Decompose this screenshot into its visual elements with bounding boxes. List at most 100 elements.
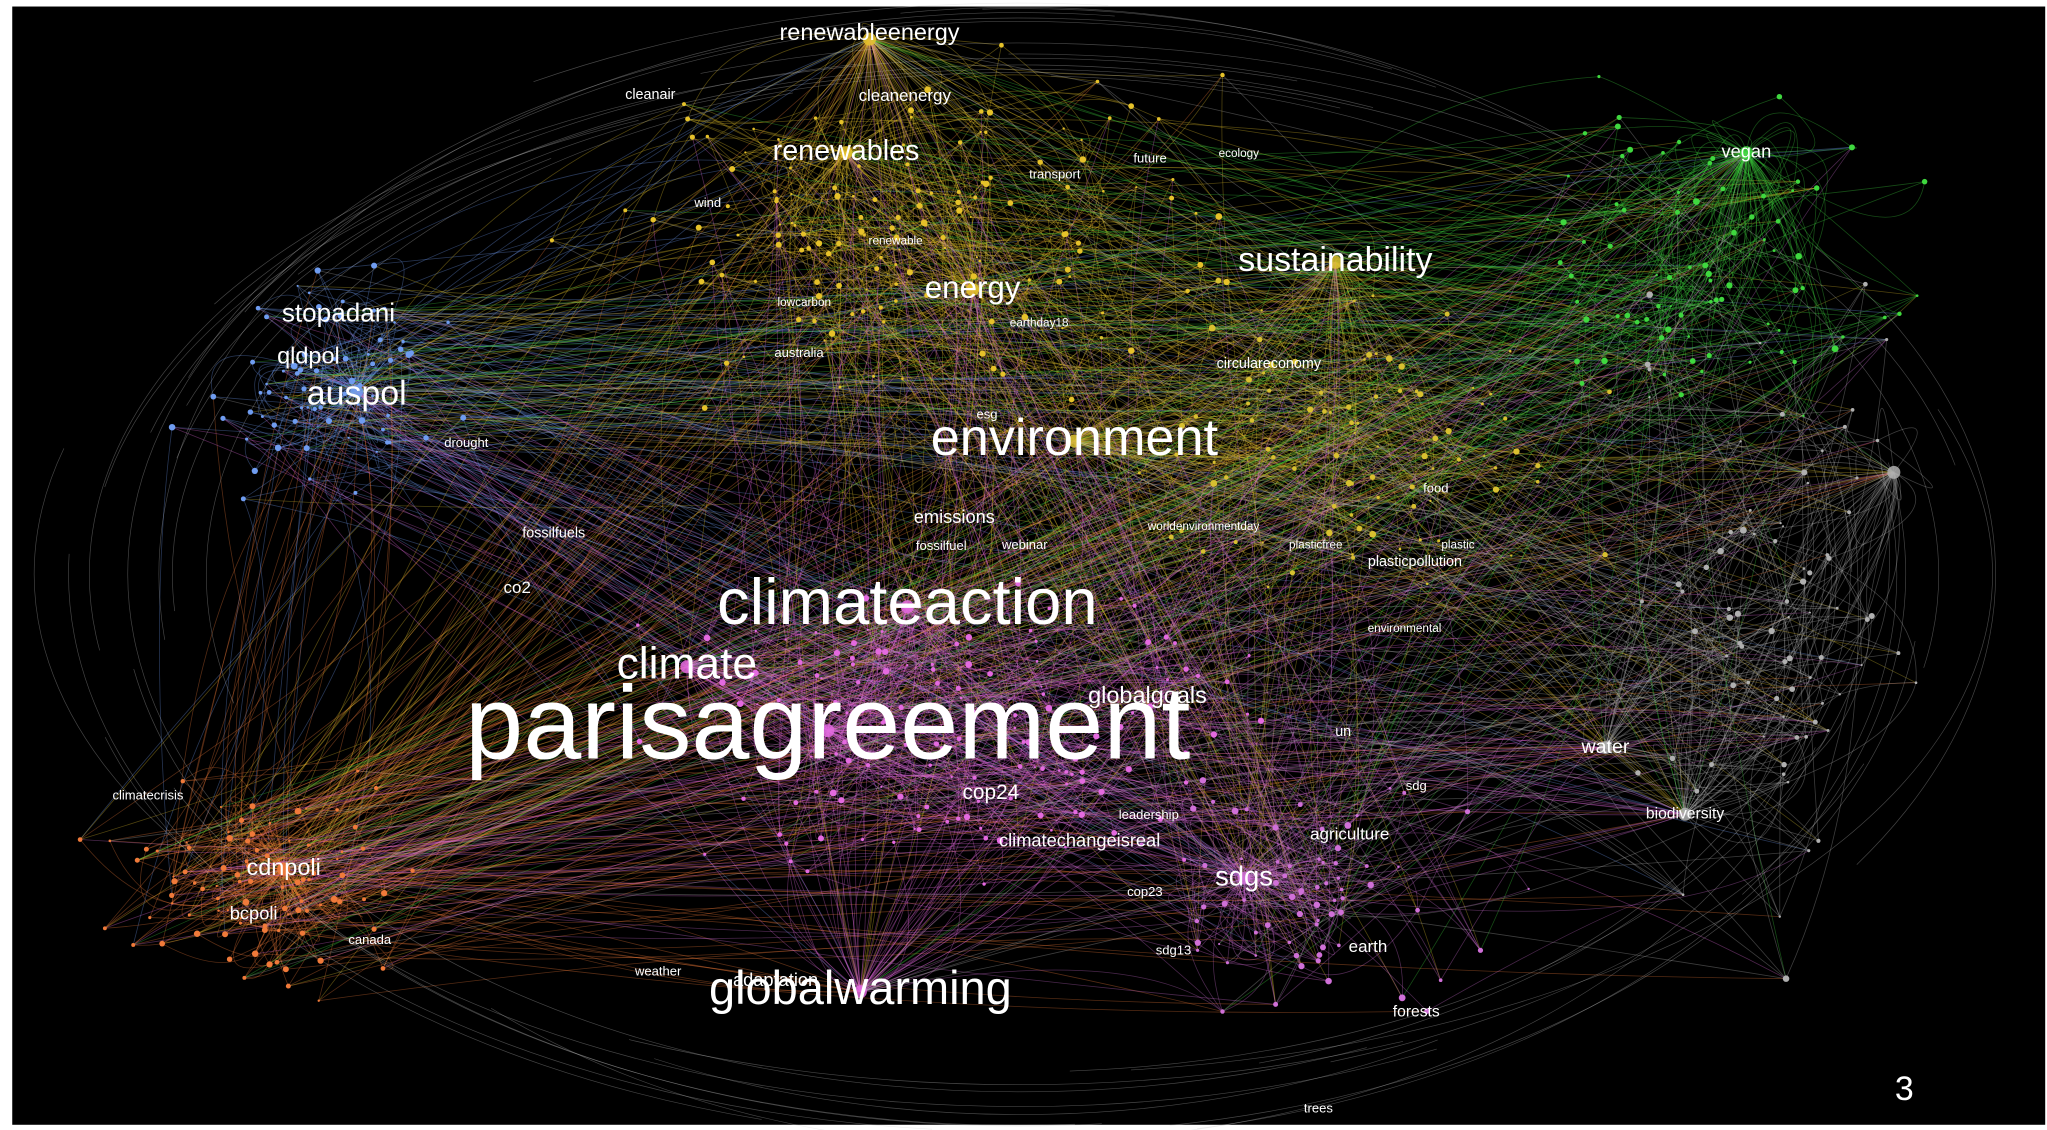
edge bbox=[288, 287, 1803, 915]
edge bbox=[1335, 215, 1585, 263]
edge bbox=[1074, 361, 1296, 442]
edge bbox=[900, 6, 1851, 614]
edge bbox=[857, 818, 959, 992]
edge bbox=[778, 313, 853, 835]
node bbox=[1464, 809, 1471, 815]
node bbox=[1080, 138, 1083, 142]
edge bbox=[1063, 128, 1336, 263]
edge bbox=[1680, 394, 1778, 699]
node bbox=[245, 437, 249, 441]
edge bbox=[355, 492, 688, 668]
edge bbox=[1309, 407, 1350, 884]
edge bbox=[258, 363, 357, 393]
edge bbox=[325, 319, 1293, 898]
edge bbox=[860, 529, 1744, 993]
edge bbox=[989, 201, 1697, 675]
edge bbox=[791, 222, 1354, 559]
node bbox=[1064, 845, 1067, 849]
edge bbox=[686, 666, 761, 740]
edge bbox=[1074, 434, 1425, 457]
edge bbox=[625, 209, 1690, 268]
node bbox=[1708, 278, 1713, 283]
edge bbox=[382, 216, 1752, 430]
edge bbox=[384, 300, 1355, 331]
edge bbox=[980, 330, 1780, 829]
node bbox=[1656, 304, 1661, 309]
node bbox=[1782, 525, 1785, 528]
edge bbox=[172, 868, 294, 909]
edge bbox=[308, 440, 1075, 846]
node bbox=[650, 216, 656, 223]
edge bbox=[687, 118, 1174, 202]
edge bbox=[357, 770, 1789, 805]
node bbox=[1864, 617, 1870, 623]
edge bbox=[1101, 336, 1434, 469]
edge bbox=[788, 148, 847, 235]
node bbox=[299, 899, 304, 903]
edge bbox=[1603, 601, 1643, 748]
edge bbox=[1010, 361, 1296, 799]
node bbox=[217, 909, 220, 912]
edge bbox=[1730, 472, 1897, 533]
edge bbox=[925, 224, 982, 290]
node bbox=[1784, 599, 1790, 604]
edge bbox=[252, 362, 357, 392]
edge bbox=[1243, 860, 1324, 948]
node bbox=[1292, 466, 1297, 471]
edge bbox=[1243, 899, 1787, 980]
edge bbox=[827, 687, 959, 749]
edge bbox=[1877, 440, 1933, 489]
edge bbox=[779, 702, 1823, 835]
edge bbox=[844, 152, 975, 277]
edge bbox=[957, 202, 1686, 815]
edge bbox=[302, 355, 357, 392]
edge bbox=[307, 233, 1066, 408]
edge bbox=[1292, 471, 1894, 578]
edge bbox=[847, 643, 962, 717]
node bbox=[1752, 532, 1756, 536]
node bbox=[1233, 539, 1238, 545]
edge bbox=[653, 583, 1019, 725]
edge bbox=[853, 182, 973, 290]
edge bbox=[202, 847, 284, 889]
hashtag-label: fossilfuels bbox=[522, 525, 585, 541]
edge bbox=[895, 255, 1261, 340]
edge bbox=[283, 865, 313, 911]
edge bbox=[740, 703, 1686, 816]
node bbox=[897, 793, 904, 800]
edge bbox=[1606, 280, 1669, 333]
edge bbox=[186, 64, 1374, 406]
node bbox=[1173, 641, 1177, 645]
edge bbox=[852, 196, 915, 829]
edge bbox=[156, 850, 310, 880]
edge bbox=[1605, 441, 1741, 748]
edge bbox=[1618, 117, 1781, 524]
edge bbox=[869, 38, 1065, 129]
node bbox=[916, 813, 921, 819]
edge bbox=[240, 868, 284, 931]
edge bbox=[342, 874, 1787, 980]
hub-node bbox=[350, 384, 364, 398]
edge bbox=[533, 2, 1109, 82]
edge bbox=[907, 606, 1349, 826]
edge bbox=[1685, 737, 1806, 816]
edge bbox=[1299, 261, 1361, 432]
node bbox=[356, 402, 360, 406]
edge bbox=[860, 667, 1158, 992]
edge bbox=[1247, 403, 1838, 609]
edge bbox=[869, 38, 1220, 217]
edge bbox=[1170, 262, 1336, 538]
node bbox=[1688, 265, 1692, 270]
edge bbox=[1419, 539, 1764, 738]
edge bbox=[639, 741, 1219, 874]
edge bbox=[294, 136, 708, 367]
edge bbox=[907, 483, 1352, 608]
hashtag-label: sdg bbox=[1406, 778, 1427, 793]
edge bbox=[269, 195, 854, 393]
edge bbox=[1708, 152, 1747, 356]
node bbox=[371, 394, 374, 398]
edge bbox=[844, 741, 1245, 879]
node bbox=[1602, 551, 1608, 558]
edge bbox=[882, 321, 1021, 767]
